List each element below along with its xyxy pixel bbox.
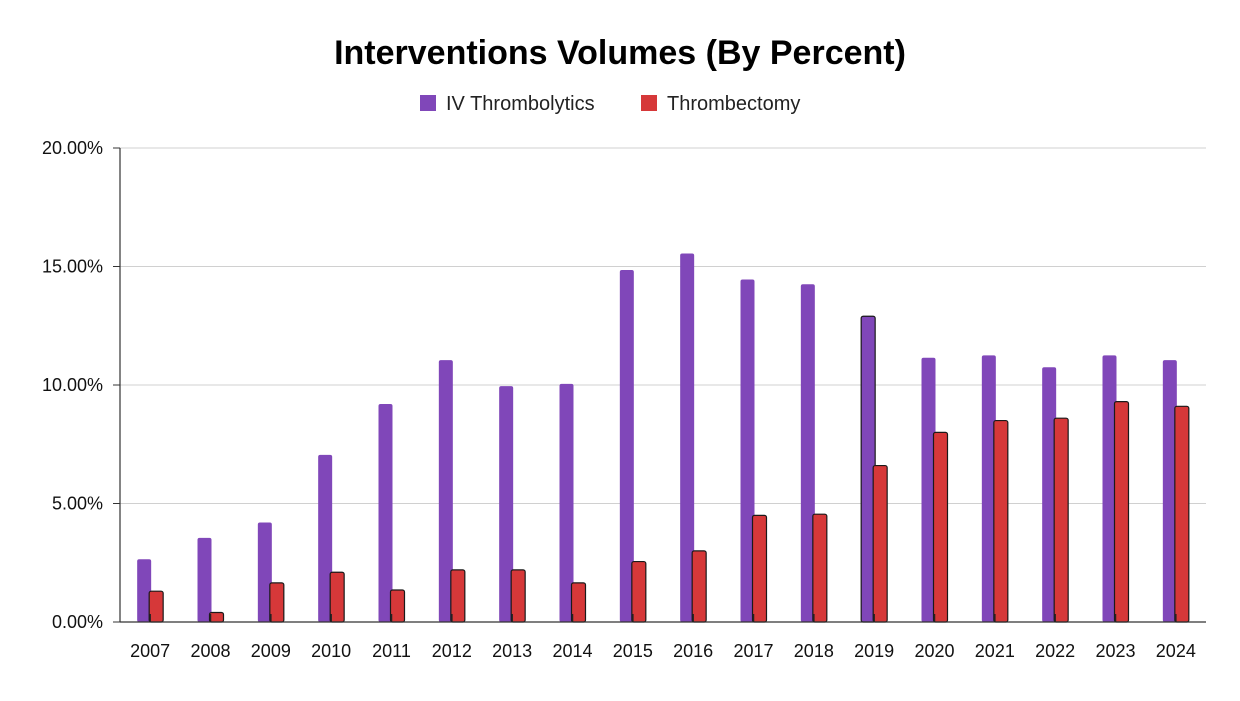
x-tick-label: 2008 — [190, 641, 230, 661]
bar-iv-thrombolytics-2007 — [137, 559, 152, 622]
bar-thrombectomy-2022 — [1053, 417, 1069, 623]
x-tick-label: 2017 — [733, 641, 773, 661]
bar-group-2011 — [378, 403, 406, 623]
bar-thrombectomy-2020 — [932, 431, 949, 623]
bar-iv-thrombolytics-2013 — [499, 386, 514, 622]
legend-swatch — [420, 95, 436, 111]
x-axis: 2007 2008 2009 2010 2011 2012 2013 2014 2015 2016… — [120, 614, 1206, 661]
bar-group-2016 — [680, 253, 707, 623]
bar-thrombectomy-2021 — [993, 419, 1009, 623]
x-tick-label: 2007 — [130, 641, 170, 661]
chart-title: Interventions Volumes (By Percent) — [334, 34, 906, 72]
bar-thrombectomy-2009 — [269, 582, 285, 623]
bar-thrombectomy-2008 — [208, 611, 225, 623]
bar-thrombectomy-2011 — [389, 589, 406, 623]
bar-group-2015 — [619, 270, 647, 623]
bar-iv-thrombolytics-2016 — [680, 253, 695, 622]
legend-label: Thrombectomy — [667, 93, 800, 115]
bar-iv-thrombolytics-2010 — [318, 454, 333, 622]
bar-iv-thrombolytics-2012 — [438, 360, 453, 622]
bar-group-2007 — [137, 559, 164, 623]
bars — [137, 253, 1190, 623]
bar-group-2013 — [499, 386, 526, 623]
bar-group-2008 — [197, 537, 225, 623]
bar-thrombectomy-2024 — [1174, 405, 1190, 623]
bar-thrombectomy-2018 — [812, 513, 828, 623]
x-tick-label: 2021 — [975, 641, 1015, 661]
gridlines — [120, 147, 1206, 504]
bar-iv-thrombolytics-2014 — [559, 383, 574, 622]
bar-group-2018 — [800, 284, 828, 623]
bar-group-2010 — [318, 454, 345, 623]
bar-group-2020 — [921, 357, 949, 623]
bar-iv-thrombolytics-2020 — [921, 357, 936, 622]
legend: IV Thrombolytics Thrombectomy — [420, 93, 800, 115]
bar-thrombectomy-2007 — [148, 590, 164, 623]
x-tick-label: 2013 — [492, 641, 532, 661]
bar-thrombectomy-2012 — [450, 569, 466, 623]
bar-thrombectomy-2016 — [691, 550, 707, 623]
x-tick-label: 2016 — [673, 641, 713, 661]
y-tick-label: 20.00% — [42, 138, 103, 158]
x-tick-label: 2011 — [372, 641, 411, 661]
bar-thrombectomy-2013 — [510, 569, 526, 623]
bar-iv-thrombolytics-2021 — [981, 355, 996, 622]
bar-thrombectomy-2010 — [329, 571, 345, 623]
bar-thrombectomy-2017 — [751, 514, 768, 623]
y-axis: 0.00% 5.00% 10.00% 15.00% 20.00% — [42, 138, 121, 632]
y-tick-label: 10.00% — [42, 375, 103, 395]
bar-group-2021 — [981, 355, 1009, 623]
bar-thrombectomy-2023 — [1113, 400, 1130, 623]
bar-group-2017 — [740, 279, 768, 623]
y-tick-label: 0.00% — [52, 612, 103, 632]
bar-iv-thrombolytics-2023 — [1102, 355, 1117, 622]
x-tick-label: 2014 — [552, 641, 592, 661]
bar-iv-thrombolytics-2008 — [197, 537, 212, 622]
x-tick-label: 2009 — [251, 641, 291, 661]
y-tick-label: 15.00% — [42, 257, 103, 277]
bar-group-2023 — [1102, 355, 1130, 623]
legend-swatch — [641, 95, 657, 111]
bar-iv-thrombolytics-2022 — [1042, 367, 1057, 622]
bar-thrombectomy-2019 — [872, 464, 888, 623]
bar-thrombectomy-2014 — [570, 582, 587, 623]
x-tick-label: 2018 — [794, 641, 834, 661]
x-tick-label: 2015 — [613, 641, 653, 661]
bar-iv-thrombolytics-2018 — [800, 284, 815, 622]
x-tick-label: 2010 — [311, 641, 351, 661]
y-tick-label: 5.00% — [52, 494, 103, 514]
bar-iv-thrombolytics-2024 — [1162, 360, 1177, 622]
x-tick-label: 2019 — [854, 641, 894, 661]
x-tick-label: 2024 — [1156, 641, 1196, 661]
bar-group-2014 — [559, 383, 587, 623]
legend-item: IV Thrombolytics — [420, 93, 595, 115]
bar-iv-thrombolytics-2015 — [619, 270, 634, 622]
bar-group-2019 — [860, 315, 888, 623]
bar-group-2024 — [1162, 360, 1190, 623]
legend-item: Thrombectomy — [641, 93, 800, 115]
x-tick-label: 2020 — [914, 641, 954, 661]
bar-thrombectomy-2015 — [631, 560, 647, 623]
bar-iv-thrombolytics-2017 — [740, 279, 755, 622]
x-tick-label: 2012 — [432, 641, 472, 661]
bar-group-2022 — [1042, 367, 1069, 623]
bar-iv-thrombolytics-2011 — [378, 403, 393, 622]
bar-group-2009 — [257, 522, 285, 623]
x-tick-label: 2023 — [1095, 641, 1135, 661]
x-tick-label: 2022 — [1035, 641, 1075, 661]
bar-group-2012 — [438, 360, 466, 623]
bar-iv-thrombolytics-2009 — [257, 522, 272, 622]
legend-label: IV Thrombolytics — [446, 93, 595, 115]
